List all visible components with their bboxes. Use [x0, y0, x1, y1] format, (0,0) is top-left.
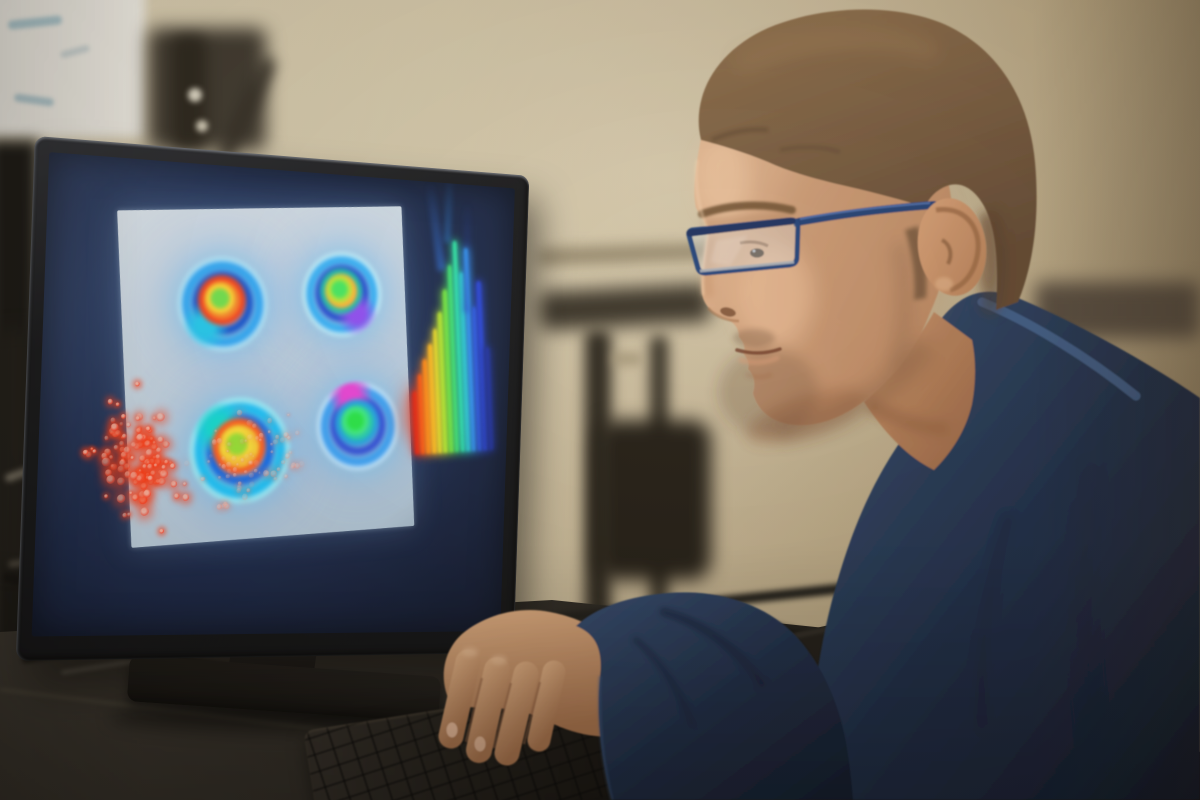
lab-stand-blur: [148, 28, 266, 150]
monitor: [15, 135, 530, 661]
mid-equipment-blob: [596, 420, 711, 580]
mid-glint: [612, 352, 642, 366]
right-shelf-blur: [1035, 282, 1200, 338]
stand-knob: [196, 120, 208, 132]
stand-knob: [188, 88, 202, 102]
screen-vignette: [31, 152, 515, 637]
right-shade: [1055, 440, 1200, 660]
monitor-screen: [31, 152, 515, 637]
